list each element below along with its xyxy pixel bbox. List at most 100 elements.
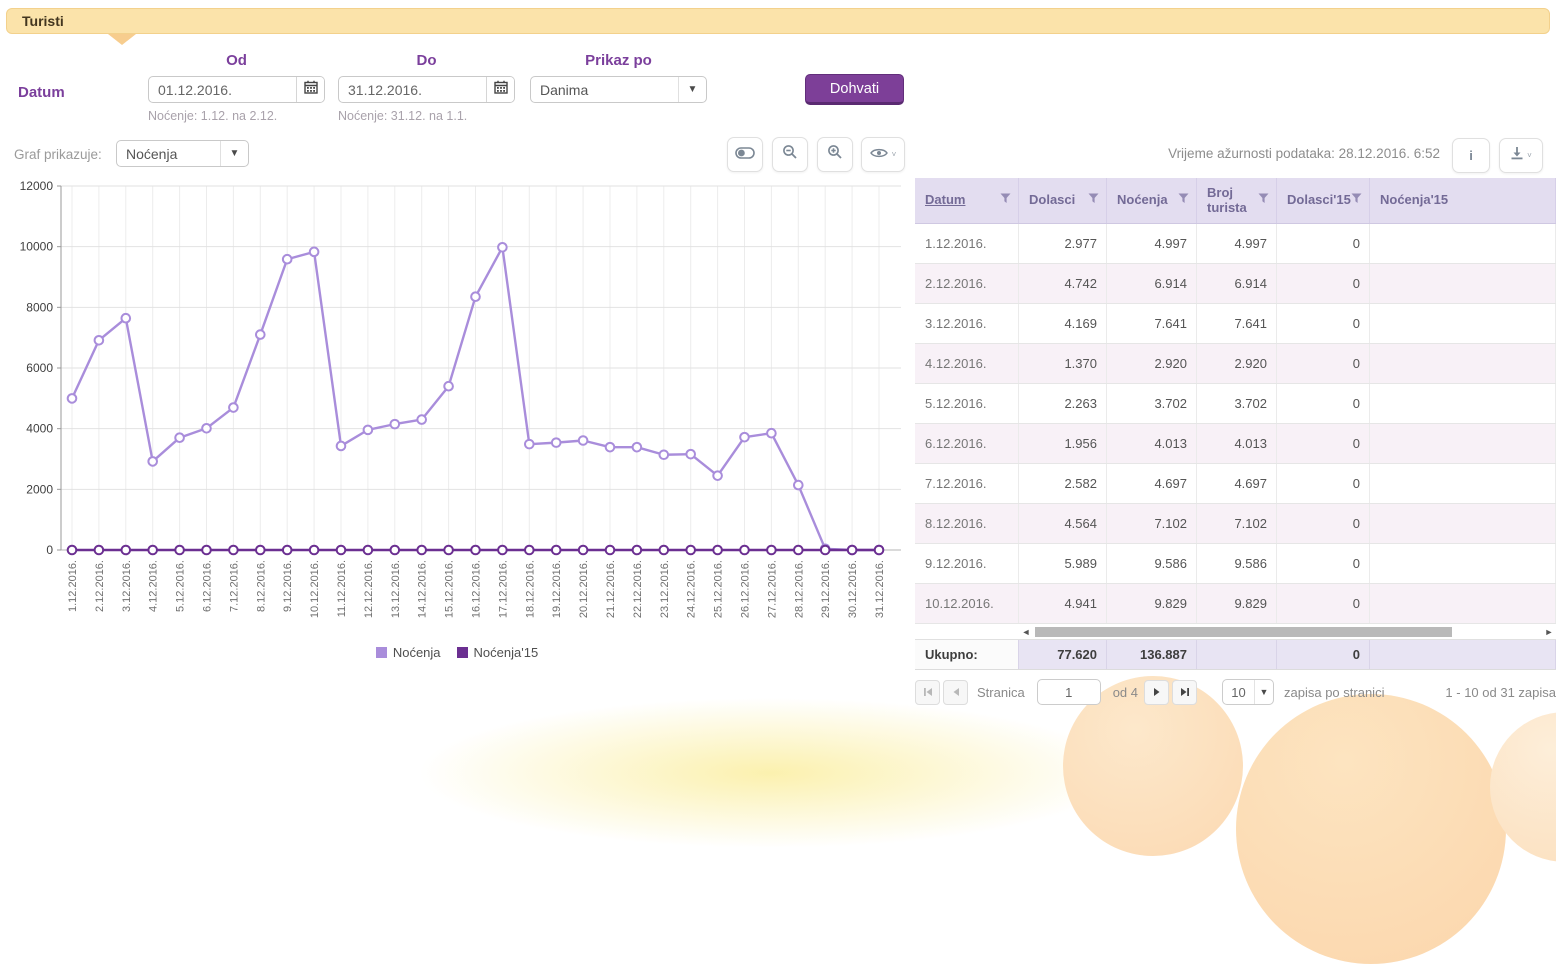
column-title[interactable]: Datum xyxy=(925,193,965,207)
table-cell: 0 xyxy=(1277,384,1370,423)
svg-text:2000: 2000 xyxy=(26,482,53,496)
date-to-calendar-button[interactable] xyxy=(486,77,514,102)
svg-text:4000: 4000 xyxy=(26,422,53,436)
legend-item[interactable]: Noćenja'15 xyxy=(457,645,539,660)
column-header-4[interactable]: Broj turista xyxy=(1197,178,1277,223)
chart-legend: Noćenja Noćenja'15 xyxy=(6,645,908,660)
legend-label: Noćenja xyxy=(393,645,441,660)
table-cell: 4.564 xyxy=(1019,504,1107,543)
data-grid: Datum Dolasci Noćenja Broj turista Dolasci'1… xyxy=(915,178,1556,670)
dohvati-button[interactable]: Dohvati xyxy=(805,74,904,105)
filter-icon[interactable] xyxy=(1088,193,1099,207)
column-title[interactable]: Noćenja xyxy=(1117,193,1168,207)
chart-toggle-button[interactable] xyxy=(727,137,763,172)
column-title[interactable]: Dolasci'15 xyxy=(1287,193,1351,207)
table-row[interactable]: 1.12.2016.2.9774.9974.9970 xyxy=(915,224,1556,264)
svg-text:10.12.2016.: 10.12.2016. xyxy=(309,560,321,618)
table-row[interactable]: 9.12.2016.5.9899.5869.5860 xyxy=(915,544,1556,584)
calendar-icon xyxy=(494,80,508,99)
grid-horizontal-scrollbar[interactable]: ◄ ► xyxy=(915,624,1556,640)
previous-page-button[interactable] xyxy=(943,680,968,705)
svg-text:16.12.2016.: 16.12.2016. xyxy=(471,560,483,618)
table-row[interactable]: 7.12.2016.2.5824.6974.6970 xyxy=(915,464,1556,504)
svg-text:27.12.2016.: 27.12.2016. xyxy=(766,560,778,618)
table-cell: 4.997 xyxy=(1107,224,1197,263)
first-page-button[interactable] xyxy=(915,680,940,705)
table-cell: 6.914 xyxy=(1107,264,1197,303)
scroll-left-icon[interactable]: ◄ xyxy=(1019,627,1033,637)
column-title[interactable]: Noćenja'15 xyxy=(1380,193,1448,207)
zoom-in-button[interactable] xyxy=(817,137,853,172)
chevron-down-icon: ▼ xyxy=(221,141,248,166)
series-visibility-button[interactable]: ˅ xyxy=(861,137,905,172)
zoom-out-button[interactable] xyxy=(772,137,808,172)
column-title[interactable]: Broj turista xyxy=(1207,186,1258,215)
svg-text:11.12.2016.: 11.12.2016. xyxy=(336,560,348,617)
table-row[interactable]: 3.12.2016.4.1697.6417.6410 xyxy=(915,304,1556,344)
column-header-3[interactable]: Noćenja xyxy=(1107,178,1197,223)
graf-prikazuje-select[interactable]: Noćenja ▼ xyxy=(116,140,249,167)
table-cell: 9.829 xyxy=(1197,584,1277,623)
table-row[interactable]: 6.12.2016.1.9564.0134.0130 xyxy=(915,424,1556,464)
column-header-1[interactable]: Datum xyxy=(915,178,1019,223)
chevron-down-icon: ˅ xyxy=(1527,151,1532,160)
date-from-input[interactable]: 01.12.2016. xyxy=(149,77,296,102)
grid-body: 1.12.2016.2.9774.9974.99702.12.2016.4.74… xyxy=(915,224,1556,624)
table-row[interactable]: 4.12.2016.1.3702.9202.9200 xyxy=(915,344,1556,384)
calendar-icon xyxy=(304,80,318,99)
date-from-calendar-button[interactable] xyxy=(296,77,324,102)
totals-value: 77.620 xyxy=(1019,640,1107,669)
info-icon: i xyxy=(1469,148,1473,163)
date-to-hint: Noćenje: 31.12. na 1.1. xyxy=(338,109,467,123)
data-updated-text: Vrijeme ažurnosti podataka: 28.12.2016. … xyxy=(1160,146,1440,161)
svg-text:24.12.2016.: 24.12.2016. xyxy=(686,560,698,618)
column-header-6[interactable]: Noćenja'15 xyxy=(1370,178,1556,223)
column-title[interactable]: Dolasci xyxy=(1029,193,1075,207)
table-cell: 7.102 xyxy=(1107,504,1197,543)
table-row[interactable]: 10.12.2016.4.9419.8299.8290 xyxy=(915,584,1556,624)
export-button[interactable]: ˅ xyxy=(1499,138,1543,173)
table-cell: 4.013 xyxy=(1107,424,1197,463)
legend-swatch xyxy=(376,647,387,658)
legend-label: Noćenja'15 xyxy=(474,645,539,660)
column-header-5[interactable]: Dolasci'15 xyxy=(1277,178,1370,223)
table-cell: 8.12.2016. xyxy=(915,504,1019,543)
table-row[interactable]: 8.12.2016.4.5647.1027.1020 xyxy=(915,504,1556,544)
page-size-select[interactable]: 10 ▼ xyxy=(1222,679,1274,705)
table-cell: 9.586 xyxy=(1107,544,1197,583)
scroll-right-icon[interactable]: ► xyxy=(1542,627,1556,637)
legend-item[interactable]: Noćenja xyxy=(376,645,441,660)
zoom-in-icon xyxy=(827,144,843,165)
last-page-button[interactable] xyxy=(1172,680,1197,705)
table-cell: 7.641 xyxy=(1197,304,1277,343)
filter-icon[interactable] xyxy=(1000,193,1011,207)
prikaz-po-value: Danima xyxy=(531,77,679,102)
info-button[interactable]: i xyxy=(1452,138,1490,173)
date-to-input[interactable]: 31.12.2016. xyxy=(339,77,486,102)
chart[interactable]: 0200040006000800010000120001.12.2016.2.1… xyxy=(6,180,908,642)
grid-totals-row: Ukupno:77.620136.8870 xyxy=(915,640,1556,670)
page-count-label: od 4 xyxy=(1113,685,1138,700)
next-page-button[interactable] xyxy=(1144,680,1169,705)
toggle-icon xyxy=(735,146,755,164)
svg-text:28.12.2016.: 28.12.2016. xyxy=(793,560,805,618)
filter-icon[interactable] xyxy=(1351,193,1362,207)
scrollbar-thumb[interactable] xyxy=(1035,627,1452,637)
totals-value: 136.887 xyxy=(1107,640,1197,669)
svg-text:10000: 10000 xyxy=(20,240,54,254)
table-cell: 2.920 xyxy=(1107,344,1197,383)
svg-text:21.12.2016.: 21.12.2016. xyxy=(605,560,617,618)
graf-prikazuje-label: Graf prikazuje: xyxy=(14,147,102,162)
svg-text:7.12.2016.: 7.12.2016. xyxy=(228,560,240,612)
svg-text:8.12.2016.: 8.12.2016. xyxy=(255,560,267,612)
prikaz-po-select[interactable]: Danima ▼ xyxy=(530,76,707,103)
graf-prikazuje-value: Noćenja xyxy=(117,141,221,166)
page-number-input[interactable]: 1 xyxy=(1037,679,1101,705)
column-header-2[interactable]: Dolasci xyxy=(1019,178,1107,223)
table-row[interactable]: 5.12.2016.2.2633.7023.7020 xyxy=(915,384,1556,424)
filter-icon[interactable] xyxy=(1178,193,1189,207)
table-cell: 3.12.2016. xyxy=(915,304,1019,343)
svg-text:3.12.2016.: 3.12.2016. xyxy=(121,560,133,612)
filter-icon[interactable] xyxy=(1258,193,1269,207)
table-row[interactable]: 2.12.2016.4.7426.9146.9140 xyxy=(915,264,1556,304)
